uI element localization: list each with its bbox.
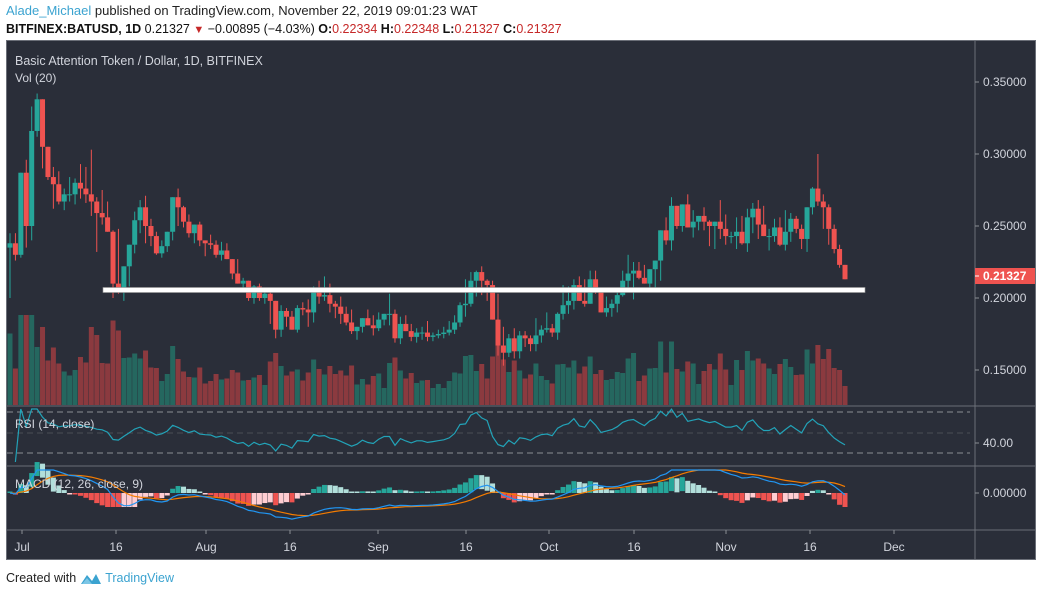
last-price: 0.21327 xyxy=(144,22,190,36)
last-price-label: 0.21327 xyxy=(983,269,1027,283)
close-value: 0.21327 xyxy=(516,22,562,36)
rsi-axis-label: 40.00 xyxy=(983,436,1013,450)
time-tick-label: Sep xyxy=(367,540,389,554)
time-axis[interactable]: Jul 16 Aug 16 Sep 16 Oct 16 Nov 16 Dec xyxy=(14,530,905,554)
publish-info: Alade_Michael published on TradingView.c… xyxy=(6,3,478,18)
low-label: L: xyxy=(442,22,455,36)
rsi-label: RSI (14, close) xyxy=(15,417,94,431)
macd-label: MACD (12, 26, close, 9) xyxy=(15,477,143,491)
volume-bars xyxy=(7,315,848,405)
published-text: published on TradingView.com, November 2… xyxy=(91,3,478,18)
candlesticks xyxy=(7,93,848,366)
tradingview-link[interactable]: TradingView xyxy=(105,571,174,585)
close-label: C: xyxy=(503,22,517,36)
chart-title: Basic Attention Token / Dollar, 1D, BITF… xyxy=(15,54,263,68)
macd-axis-label: 0.00000 xyxy=(983,486,1027,500)
time-tick-label: 16 xyxy=(803,540,817,554)
time-tick-label: 16 xyxy=(459,540,473,554)
high-value: 0.22348 xyxy=(394,22,440,36)
low-value: 0.21327 xyxy=(454,22,500,36)
support-line[interactable] xyxy=(102,287,866,293)
price-tick-label: 0.20000 xyxy=(983,291,1027,305)
open-value: 0.22334 xyxy=(332,22,378,36)
symbol-info: BITFINEX:BATUSD, 1D 0.21327 ▼ −0.00895 (… xyxy=(6,22,562,36)
author-link[interactable]: Alade_Michael xyxy=(6,3,92,18)
open-label: O: xyxy=(318,22,333,36)
price-tick-label: 0.35000 xyxy=(983,75,1027,89)
rsi-line xyxy=(14,408,846,463)
time-tick-label: 16 xyxy=(283,540,297,554)
footer: Created with TradingView xyxy=(6,571,174,585)
time-tick-label: 16 xyxy=(627,540,641,554)
chart-frame[interactable] xyxy=(6,40,1036,560)
macd-line xyxy=(9,469,846,520)
down-triangle-icon: ▼ xyxy=(193,24,205,36)
time-tick-label: Nov xyxy=(715,540,736,554)
time-tick-label: Aug xyxy=(195,540,216,554)
time-tick-label: 16 xyxy=(109,540,123,554)
time-tick-label: Dec xyxy=(883,540,904,554)
high-label: H: xyxy=(380,22,394,36)
price-tick-label: 0.25000 xyxy=(983,219,1027,233)
time-tick-label: Jul xyxy=(14,540,29,554)
price-tick-label: 0.15000 xyxy=(983,363,1027,377)
last-price-badge xyxy=(975,268,1035,284)
time-tick-label: Oct xyxy=(540,540,559,554)
created-with-text: Created with xyxy=(6,571,77,585)
price-tick-label: 0.30000 xyxy=(983,147,1027,161)
symbol-label: BITFINEX:BATUSD, 1D xyxy=(6,22,142,36)
volume-label: Vol (20) xyxy=(15,71,56,85)
macd-histogram xyxy=(7,462,848,507)
tradingview-logo-icon xyxy=(81,574,102,584)
price-axis[interactable]: 0.35000 0.30000 0.25000 0.20000 0.15000 xyxy=(975,75,1027,377)
price-change: −0.00895 (−4.03%) xyxy=(207,22,315,36)
